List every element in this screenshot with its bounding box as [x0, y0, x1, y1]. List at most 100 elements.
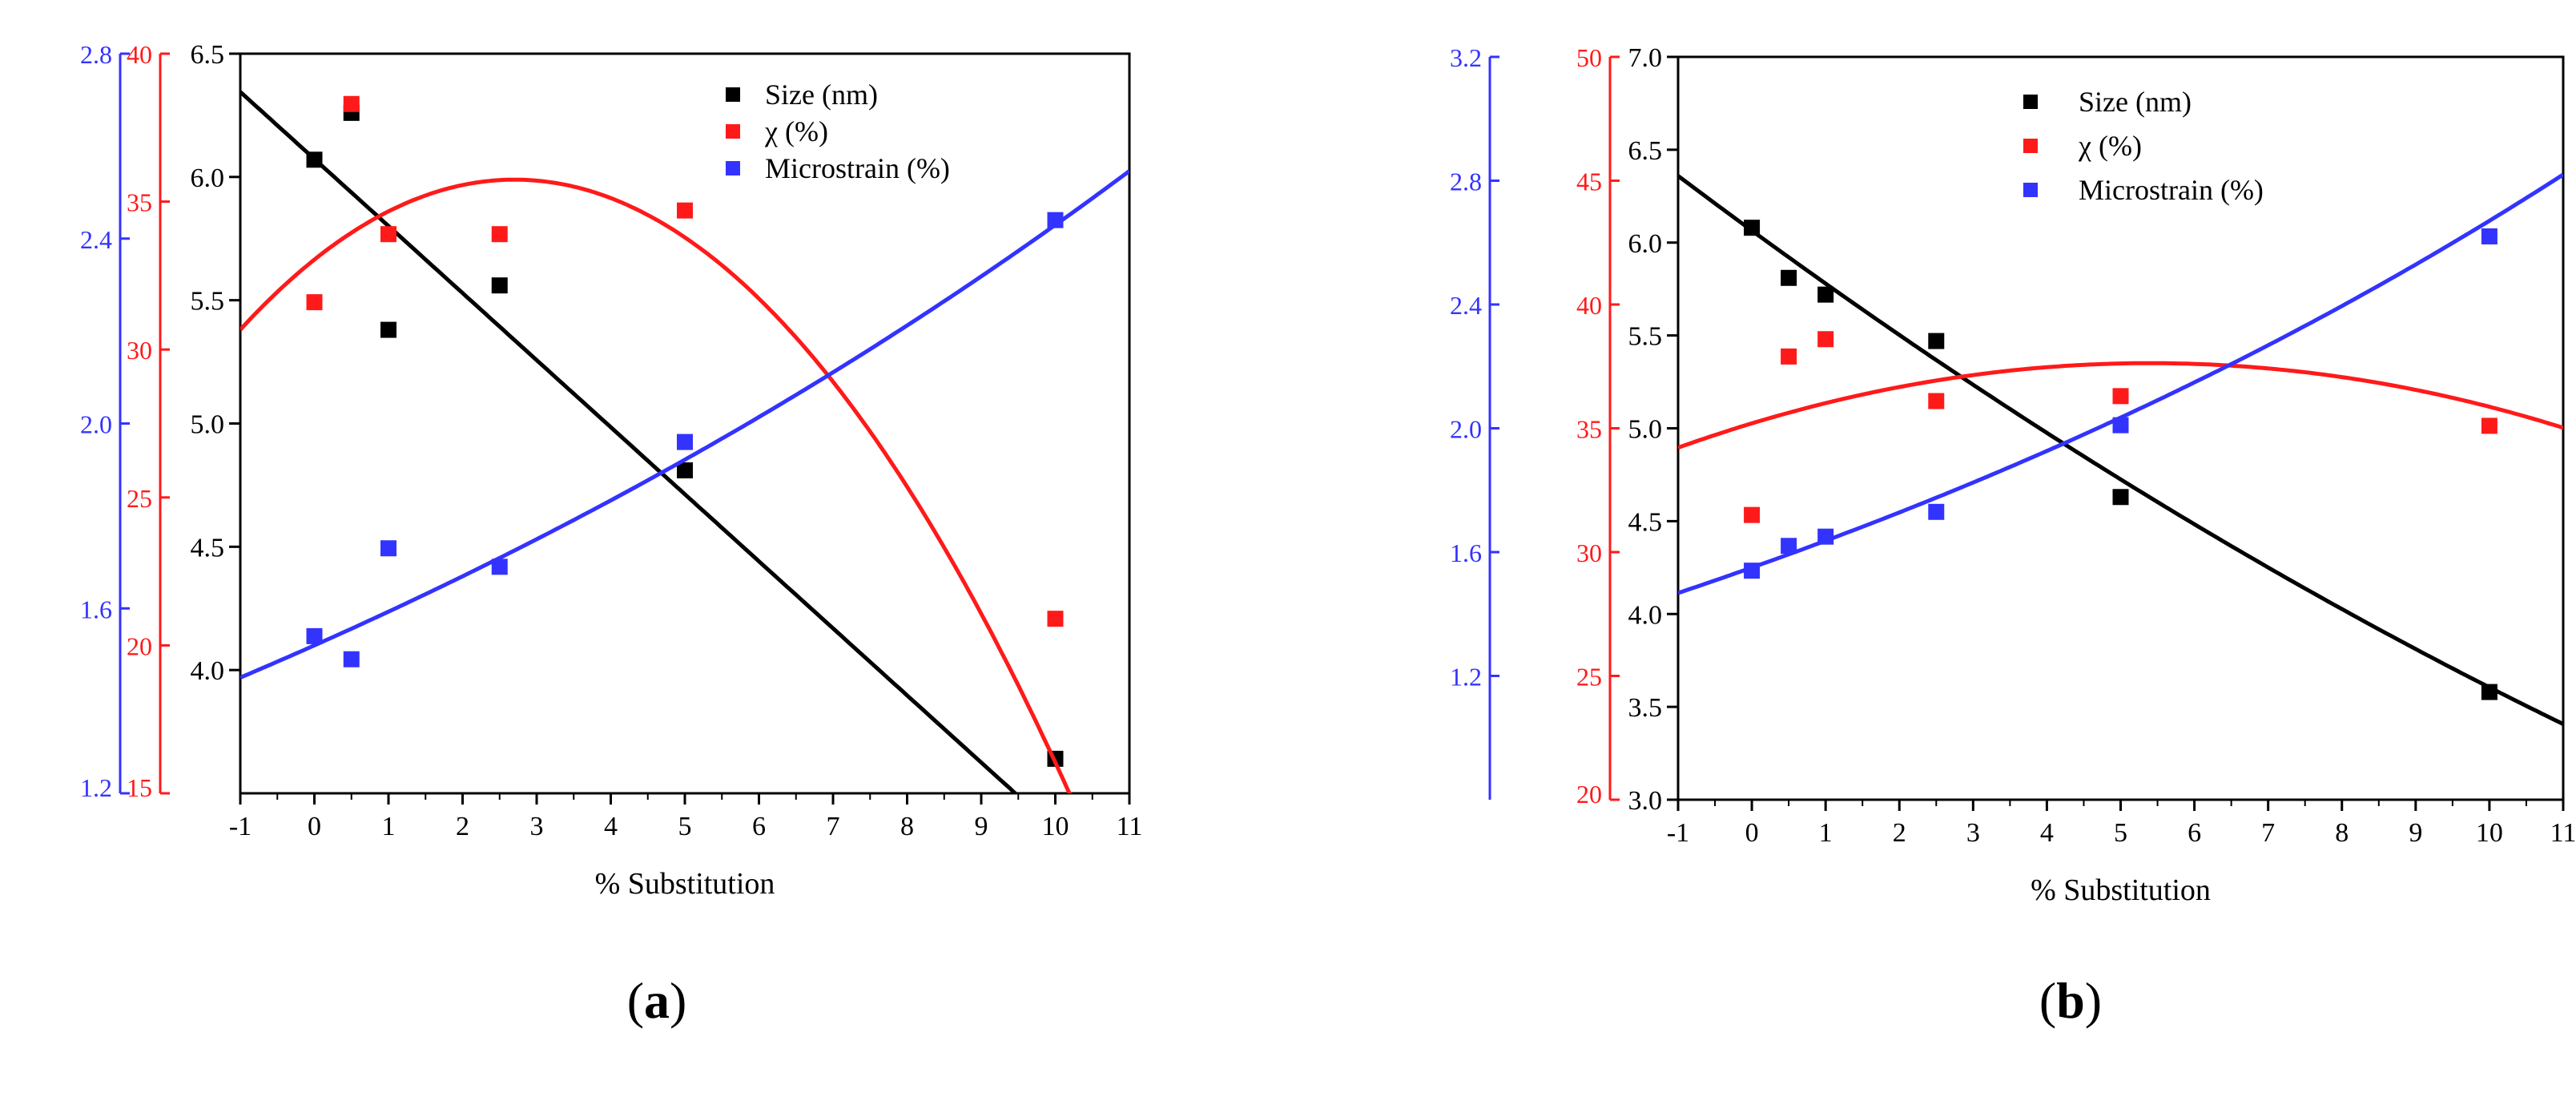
legend-marker-chi — [726, 124, 740, 139]
data-point-chi — [1047, 611, 1064, 627]
x-tick-label-10: 10 — [1042, 812, 1069, 841]
caption-letter: a — [644, 972, 670, 1029]
data-point-chi — [1744, 506, 1761, 523]
chi-axis-tick-label-20: 20 — [127, 631, 152, 660]
chi-axis-tick-label-30: 30 — [1576, 538, 1602, 567]
data-point-strain — [306, 627, 323, 644]
caption-open-paren: ( — [2039, 972, 2056, 1029]
strain-axis-tick-label-1p2: 1.2 — [80, 773, 112, 802]
strain-axis-tick-label-2: 2.0 — [80, 410, 112, 439]
caption-open-paren: ( — [627, 972, 644, 1029]
chart-panel-b: -1 0 1 2 3 4 5 6 7 8 9 10 11% Substitution3.03.54.04… — [1450, 43, 2576, 1029]
data-point-size — [1817, 286, 1834, 303]
caption-close-paren: ) — [670, 972, 686, 1029]
chi-axis-tick-label-35: 35 — [127, 188, 152, 217]
strain-axis-tick-label-3p2: 3.2 — [1450, 43, 1482, 72]
data-point-size — [1744, 220, 1761, 236]
legend-label-size: Size (nm) — [765, 79, 878, 111]
x-tick-label-8: 8 — [2335, 818, 2349, 848]
fit-line-chi — [240, 177, 1072, 793]
data-point-size — [2112, 489, 2129, 506]
data-point-chi — [343, 95, 360, 112]
x-tick-label-6: 6 — [2188, 818, 2201, 848]
fit-line-strain — [240, 169, 1129, 680]
x-tick-label-4: 4 — [2040, 818, 2054, 848]
x-tick-label-7: 7 — [827, 812, 840, 841]
data-point-strain — [1781, 538, 1797, 555]
data-point-chi — [306, 294, 323, 311]
strain-axis-tick-label-2p4: 2.4 — [80, 225, 112, 254]
x-tick-label-7: 7 — [2261, 818, 2275, 848]
data-point-chi — [1817, 331, 1834, 348]
data-point-strain — [1047, 212, 1064, 228]
x-tick-label-6: 6 — [752, 812, 766, 841]
data-point-strain — [2112, 417, 2129, 434]
x-tick-label-0: 0 — [308, 812, 321, 841]
size-axis-tick-label-4p5: 4.5 — [191, 533, 225, 563]
chi-axis-tick-label-45: 45 — [1576, 167, 1602, 196]
data-point-size — [677, 462, 693, 478]
x-tick-label-m1: -1 — [1667, 818, 1689, 848]
fit-line-size — [1678, 174, 2563, 726]
strain-axis-tick-label-2: 2.0 — [1450, 415, 1482, 444]
data-point-size — [306, 151, 323, 168]
strain-axis-tick-label-1p6: 1.6 — [80, 595, 112, 623]
data-point-chi — [2481, 417, 2498, 434]
x-tick-label-11: 11 — [1117, 812, 1143, 841]
size-axis-tick-label-5p5: 5.5 — [191, 287, 225, 317]
strain-axis-tick-label-1p6: 1.6 — [1450, 538, 1482, 567]
fit-line-size — [240, 90, 1019, 793]
size-axis-tick-label-6p5: 6.5 — [1628, 136, 1663, 166]
data-point-chi — [491, 226, 508, 243]
legend-label-chi: χ (%) — [764, 115, 828, 147]
strain-axis-tick-label-2p8: 2.8 — [80, 40, 112, 69]
data-point-strain — [343, 651, 360, 667]
size-axis-tick-label-4: 4.0 — [191, 656, 225, 686]
data-point-strain — [1744, 563, 1761, 579]
size-axis-tick-label-4: 4.0 — [1628, 600, 1663, 630]
x-tick-label-0: 0 — [1745, 818, 1759, 848]
chi-axis-tick-label-25: 25 — [127, 484, 152, 513]
x-tick-label-10: 10 — [2476, 818, 2503, 848]
size-axis-tick-label-5: 5.0 — [191, 410, 225, 440]
caption-close-paren: ) — [2085, 972, 2102, 1029]
x-tick-label-1: 1 — [382, 812, 396, 841]
strain-axis-tick-label-2p8: 2.8 — [1450, 167, 1482, 196]
x-tick-label-5: 5 — [678, 812, 692, 841]
data-point-size — [380, 321, 396, 338]
x-tick-label-3: 3 — [1966, 818, 1980, 848]
chi-axis-tick-label-40: 40 — [1576, 291, 1602, 320]
size-axis-tick-label-7: 7.0 — [1628, 43, 1663, 73]
x-tick-label-9: 9 — [2409, 818, 2422, 848]
caption-letter: b — [2056, 972, 2085, 1029]
chart-panel-a: -1 0 1 2 3 4 5 6 7 8 9 10 11 % Substitution 4.0 4.5 5.0 5… — [80, 40, 1142, 1029]
data-point-strain — [1928, 503, 1945, 520]
strain-axis-tick-label-2p4: 2.4 — [1450, 291, 1482, 320]
chi-axis-tick-label-50: 50 — [1576, 43, 1602, 72]
size-axis-tick-label-5: 5.0 — [1628, 415, 1663, 445]
size-axis-tick-label-3p5: 3.5 — [1628, 693, 1663, 723]
legend-label-chi: χ (%) — [2078, 130, 2142, 162]
x-axis-title: % Substitution — [595, 867, 775, 901]
legend-label-size: Size (nm) — [2079, 86, 2192, 118]
x-tick-label-3: 3 — [530, 812, 544, 841]
legend-marker-size — [726, 87, 740, 102]
legend-marker-strain — [726, 161, 740, 175]
data-point-strain — [1817, 528, 1834, 545]
data-point-size — [2481, 684, 2498, 700]
chi-axis-tick-label-15: 15 — [127, 773, 152, 802]
data-point-strain — [2481, 228, 2498, 245]
data-point-strain — [677, 434, 693, 450]
data-point-chi — [1781, 348, 1797, 365]
data-point-size — [1781, 269, 1797, 286]
data-point-strain — [380, 540, 396, 557]
size-axis-tick-label-6p5: 6.5 — [191, 40, 225, 70]
data-point-strain — [491, 559, 508, 575]
size-axis-tick-label-5p5: 5.5 — [1628, 322, 1663, 352]
fit-line-chi — [1678, 361, 2563, 450]
x-tick-label-4: 4 — [604, 812, 618, 841]
plot-frame — [239, 52, 1131, 795]
size-axis-tick-label-6: 6.0 — [191, 163, 225, 193]
data-point-size — [1928, 333, 1945, 349]
